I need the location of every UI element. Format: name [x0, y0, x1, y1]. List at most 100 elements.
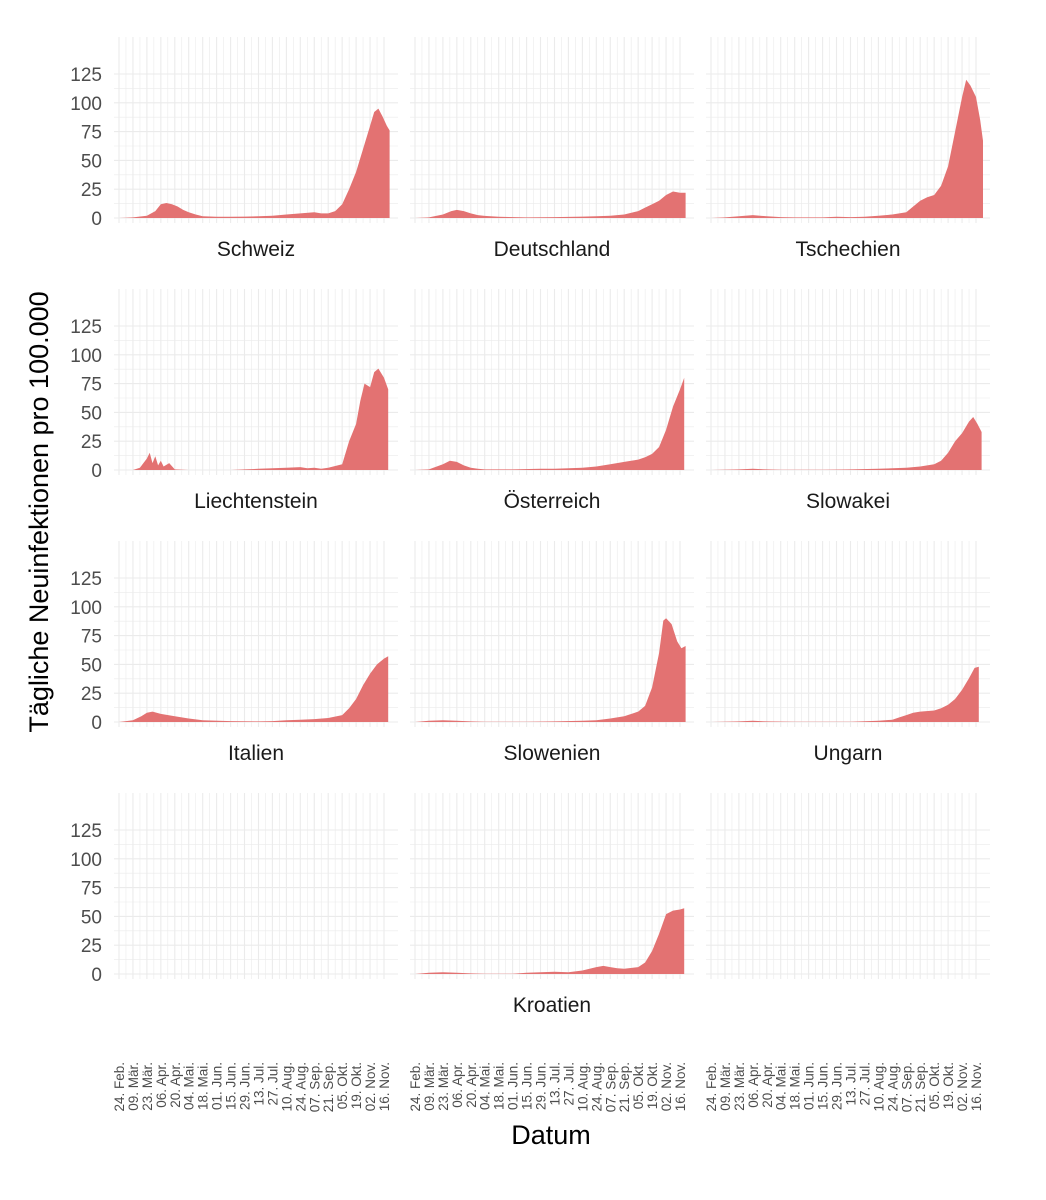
facet-label: Österreich [504, 490, 601, 513]
facet-panel: Slowenien [410, 541, 694, 765]
x-axis-title: Datum [511, 1120, 591, 1150]
x-tick-label: 23. Mär. [732, 1062, 747, 1111]
area-series [415, 618, 686, 722]
x-tick-label: 02. Nov. [363, 1062, 378, 1111]
x-tick-label: 29. Jun. [238, 1062, 253, 1110]
facet-label: Ungarn [814, 742, 883, 765]
x-tick-label: 15. Jun. [224, 1062, 239, 1110]
y-tick-label: 50 [81, 655, 102, 676]
x-tick-label: 07. Sep. [307, 1062, 322, 1112]
y-tick-label: 100 [70, 850, 102, 871]
y-tick-label: 75 [81, 123, 102, 144]
x-tick-label: 23. Mär. [436, 1062, 451, 1111]
x-tick-label: 16. Nov. [673, 1062, 688, 1111]
x-tick-label: 04. Mai. [774, 1062, 789, 1110]
x-tick-label: 24. Aug. [589, 1062, 604, 1112]
x-tick-label: 01. Jun. [506, 1062, 521, 1110]
facet-label: Slowenien [504, 742, 601, 765]
x-tick-label: 18. Mai. [492, 1062, 507, 1110]
x-tick-label: 20. Apr. [760, 1062, 775, 1108]
x-tick-label: 05. Okt. [927, 1062, 942, 1109]
y-tick-label: 25 [81, 684, 102, 705]
y-tick-label: 0 [91, 461, 102, 482]
x-tick-label: 05. Okt. [335, 1062, 350, 1109]
x-tick-label: 13. Jul. [252, 1062, 267, 1106]
y-tick-label: 25 [81, 180, 102, 201]
x-tick-label: 13. Jul. [844, 1062, 859, 1106]
x-tick-label: 15. Jun. [520, 1062, 535, 1110]
y-tick-label: 125 [70, 65, 102, 86]
x-tick-label: 20. Apr. [464, 1062, 479, 1108]
x-tick-label: 04. Mai. [478, 1062, 493, 1110]
x-tick-label: 19. Okt. [349, 1062, 364, 1109]
facet-label: Italien [228, 742, 284, 765]
y-tick-label: 75 [81, 375, 102, 396]
x-tick-labels: 24. Feb.09. Mär. 23. Mär.06. Apr. 20. Apr.… [112, 1062, 984, 1112]
facet-panel: Italien [114, 541, 398, 765]
x-tick-label: 24. Feb. [408, 1062, 423, 1112]
y-axis-title: Tägliche Neuinfektionen pro 100.000 [24, 291, 54, 732]
y-tick-label: 0 [91, 965, 102, 986]
x-tick-label: 06. Apr. [154, 1062, 169, 1108]
x-tick-label: 21. Sep. [913, 1062, 928, 1112]
x-tick-label: 09. Mär. [422, 1062, 437, 1111]
facet-panel: Tschechien [706, 37, 990, 261]
x-tick-label: 18. Mai. [196, 1062, 211, 1110]
area-series [119, 368, 389, 470]
x-tick-label: 19. Okt. [941, 1062, 956, 1109]
x-tick-label: 24. Aug. [885, 1062, 900, 1112]
y-tick-label: 125 [70, 317, 102, 338]
area-series [711, 79, 983, 218]
y-tick-label: 100 [70, 346, 102, 367]
facet-panel: Österreich [410, 289, 694, 513]
facet-panel: Deutschland [410, 37, 694, 261]
x-tick-label: 16. Nov. [969, 1062, 984, 1111]
y-tick-label: 50 [81, 151, 102, 172]
x-tick-label: 29. Jun. [534, 1062, 549, 1110]
x-tick-label: 09. Mär. [718, 1062, 733, 1111]
facet-panel: Kroatien [410, 793, 694, 1017]
y-tick-labels: 0 25 50 75 100 125 0 25 50 75 100 125 0 25 50 75 100 125 0… [70, 65, 102, 986]
x-tick-label: 09. Mär. [126, 1062, 141, 1111]
facet-panels: Schweiz Deutschland Tschechien Liechtenstei… [114, 37, 990, 1017]
facet-panel: Ungarn [706, 541, 990, 765]
x-tick-label: 29. Jun. [830, 1062, 845, 1110]
x-tick-label: 16. Nov. [377, 1062, 392, 1111]
x-tick-label: 15. Jun. [816, 1062, 831, 1110]
x-tick-label: 24. Feb. [704, 1062, 719, 1112]
area-series [415, 191, 686, 218]
facet-label: Tschechien [795, 238, 900, 261]
x-tick-label: 24. Feb. [112, 1062, 127, 1112]
x-tick-label: 06. Apr. [450, 1062, 465, 1108]
y-tick-label: 75 [81, 627, 102, 648]
y-tick-label: 25 [81, 432, 102, 453]
y-tick-label: 100 [70, 598, 102, 619]
x-tick-label: 01. Jun. [802, 1062, 817, 1110]
y-tick-label: 25 [81, 936, 102, 957]
x-tick-label: 27. Jul. [857, 1062, 872, 1106]
x-tick-label: 24. Aug. [293, 1062, 308, 1112]
area-series [711, 417, 982, 470]
facet-label: Deutschland [494, 238, 611, 261]
facet-label: Liechtenstein [194, 490, 318, 513]
area-series [711, 666, 979, 722]
y-tick-label: 100 [70, 94, 102, 115]
x-tick-label: 07. Sep. [899, 1062, 914, 1112]
x-tick-label: 02. Nov. [955, 1062, 970, 1111]
x-tick-label: 20. Apr. [168, 1062, 183, 1108]
x-tick-label: 10. Aug. [871, 1062, 886, 1112]
y-tick-label: 50 [81, 403, 102, 424]
area-series [415, 377, 685, 470]
facet-panel: Liechtenstein [114, 289, 398, 513]
x-tick-label: 02. Nov. [659, 1062, 674, 1111]
y-tick-label: 0 [91, 209, 102, 230]
x-tick-label: 13. Jul. [548, 1062, 563, 1106]
area-series [119, 656, 389, 722]
x-tick-label: 05. Okt. [631, 1062, 646, 1109]
facet-panel: Schweiz [114, 37, 398, 261]
facet-panel [114, 793, 398, 979]
x-tick-label: 10. Aug. [575, 1062, 590, 1112]
x-tick-label: 27. Jul. [561, 1062, 576, 1106]
x-tick-label: 23. Mär. [140, 1062, 155, 1111]
